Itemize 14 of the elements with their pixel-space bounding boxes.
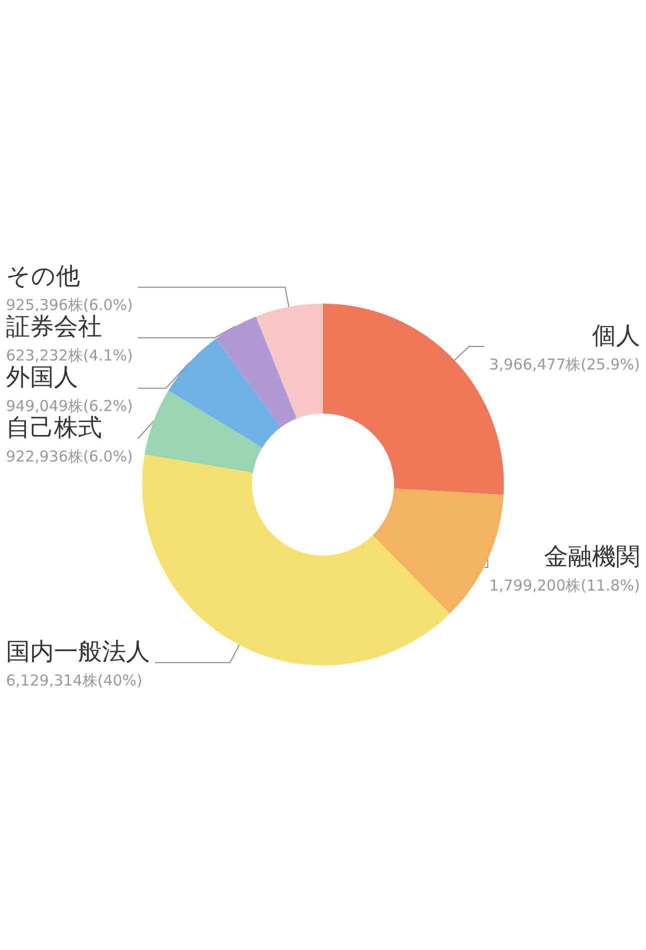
slice-label: 金融機関 (544, 542, 640, 570)
slice-label: 証券会社 (6, 312, 102, 341)
data-label: 949,049株(6.2%) (6, 397, 133, 416)
slice-label: 国内一般法人 (6, 638, 150, 666)
slice-label: 外国人 (6, 363, 78, 392)
data-label: 6,129,314株(40%) (6, 672, 142, 690)
slice-label: 個人 (592, 322, 640, 350)
data-label: 623,232株(4.1%) (6, 346, 133, 365)
data-label: 922,936株(6.0%) (6, 448, 133, 466)
slice-label: 自己株式 (6, 414, 102, 442)
data-label: 1,799,200株(11.8%) (489, 576, 640, 594)
data-label: 3,966,477株(25.9%) (489, 356, 640, 374)
slice-label: その他 (6, 262, 80, 290)
data-label: 925,396株(6.0%) (6, 296, 133, 314)
